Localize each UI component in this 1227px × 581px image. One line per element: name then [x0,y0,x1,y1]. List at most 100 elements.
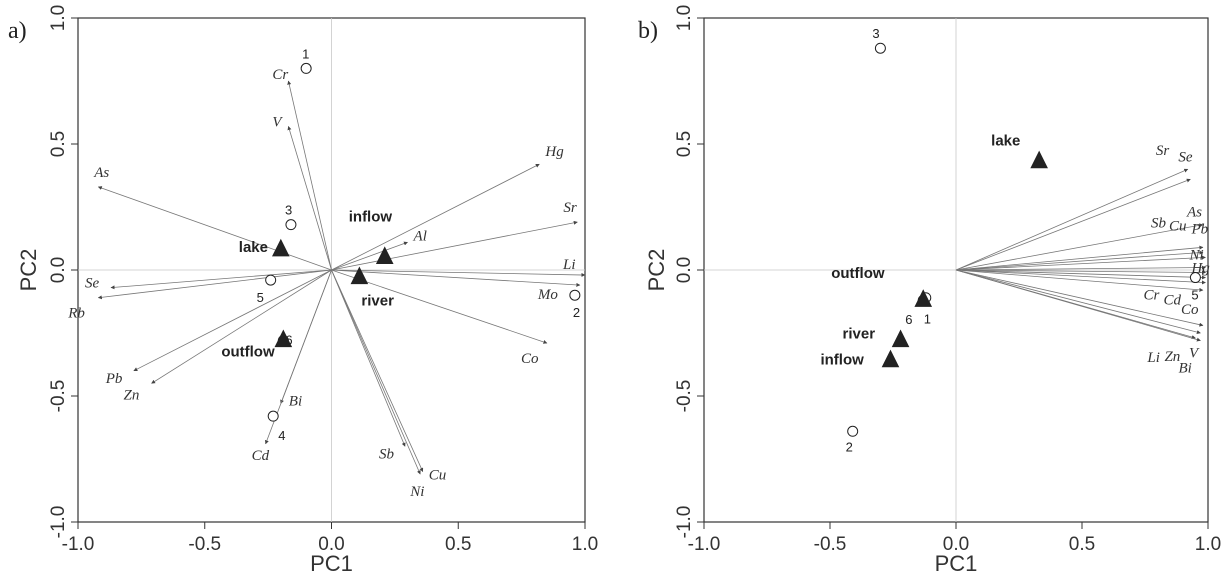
loading-label-se: Se [85,276,100,292]
loading-label-v: V [1189,345,1200,361]
x-axis-title: PC1 [310,551,353,576]
y-tick-label: -1.0 [674,506,695,539]
x-tick-label: -0.5 [188,534,221,555]
y-tick-label: 0.5 [48,131,69,157]
sample-point-4 [267,410,279,422]
loading-arrow-pb [133,269,332,372]
loading-arrow-sr [331,220,578,271]
y-tick-label: -0.5 [674,380,695,413]
x-tick-label: 1.0 [1195,534,1221,555]
x-tick-label: 0.5 [1069,534,1095,555]
loading-arrow-se [955,178,1191,271]
loading-label-li: Li [562,257,576,273]
group-label-lake: lake [991,133,1020,150]
y-axis-title: PC2 [644,249,669,292]
loading-arrow-cr [287,80,332,271]
y-tick-label: 1.0 [48,5,69,31]
sample-label-2: 2 [573,305,580,320]
loading-label-se: Se [1178,149,1193,165]
sample-point-2 [847,425,859,437]
group-label-outflow: outflow [831,265,885,282]
y-tick-label: 0.0 [48,257,69,283]
group-centroid-lake [271,238,290,257]
loading-arrow-co [955,269,1204,292]
group-label-river: river [843,326,876,343]
group-centroid-inflow [375,246,394,264]
loading-arrow-cu [955,250,1204,271]
loading-label-cd: Cd [252,448,270,464]
group-label-inflow: inflow [820,352,864,369]
sample-label-6: 6 [285,333,292,348]
loading-arrow-li [331,269,586,277]
loading-arrow-pb [955,255,1206,271]
group-centroid-inflow [881,349,900,368]
loading-label-as: As [1186,205,1202,221]
sample-point-3 [874,42,886,54]
loading-label-sb: Sb [1151,215,1167,231]
loading-label-cr: Cr [1143,288,1159,304]
loading-arrow-as [955,223,1204,271]
loading-arrow-co [331,269,548,344]
loading-arrow-cu [331,269,424,472]
sample-label-5: 5 [1191,288,1198,303]
loading-label-li: Li [1146,350,1160,366]
loading-arrow-ni [331,269,421,475]
loading-label-ni: Ni [409,484,424,500]
loading-label-sr: Sr [563,200,577,216]
loading-label-bi: Bi [289,394,302,410]
sample-label-5: 5 [257,290,264,305]
group-label-lake: lake [239,239,268,256]
group-centroid-outflow [914,289,933,307]
y-tick-label: -1.0 [48,506,69,539]
loading-label-v: V [272,114,283,130]
loading-label-rb: Rb [67,306,85,322]
loading-label-zn: Zn [124,387,140,403]
group-centroid-river [350,266,369,285]
loading-label-al: Al [413,228,427,244]
loading-label-cd: Cd [1163,293,1181,309]
panel-label: b) [638,18,658,44]
loading-arrow-v [955,269,1204,327]
loading-arrow-cr [955,269,1206,280]
x-tick-label: 0.0 [943,534,969,555]
loading-arrow-sr [955,168,1189,271]
loading-label-cu: Cu [1169,218,1187,234]
loading-label-hg: Hg [544,144,564,160]
loading-arrow-sb [955,245,1204,271]
loading-arrow-mo [331,269,581,287]
y-tick-label: 0.5 [674,131,695,157]
sample-label-1: 1 [302,46,309,61]
sample-point-5 [265,274,277,286]
loading-label-pb: Pb [105,371,123,387]
x-tick-label: 1.0 [572,534,598,555]
x-axis-title: PC1 [935,551,978,576]
x-tick-label: -1.0 [62,534,95,555]
sample-label-1: 1 [924,312,931,327]
sample-label-3: 3 [872,26,879,41]
panel-label: a) [8,18,27,44]
sample-label-4: 4 [278,428,285,443]
loading-label-cr: Cr [272,67,288,83]
y-tick-label: 1.0 [674,5,695,31]
loading-label-pb: Pb [1190,221,1208,237]
loading-arrow-sb [331,269,406,447]
loading-arrow-ni [955,265,1206,271]
loading-label-zn: Zn [1164,349,1180,365]
x-tick-label: 0.5 [445,534,471,555]
panel-b-biplot: -1.0 -0.5 0.0 0.5 1.0 -1.0 -0.5 0.0 0.5 1.0 PC1 PC2… [638,5,1221,576]
loading-arrow-as [97,186,332,271]
y-tick-label: 0.0 [674,257,695,283]
loading-arrow-zn [151,269,332,384]
sample-point-5 [1189,272,1201,284]
loading-arrow-hg [955,269,1206,275]
loading-arrow-se [110,269,332,290]
loading-arrow-cd [955,269,1206,285]
y-tick-label: -0.5 [48,380,69,413]
group-centroid-lake [1030,150,1048,169]
loading-label-co: Co [1181,302,1199,318]
group-label-outflow: outflow [221,344,275,361]
loading-arrow-hg [331,163,540,271]
loading-label-bi: Bi [1178,361,1191,377]
loading-label-sr: Sr [1156,143,1170,159]
